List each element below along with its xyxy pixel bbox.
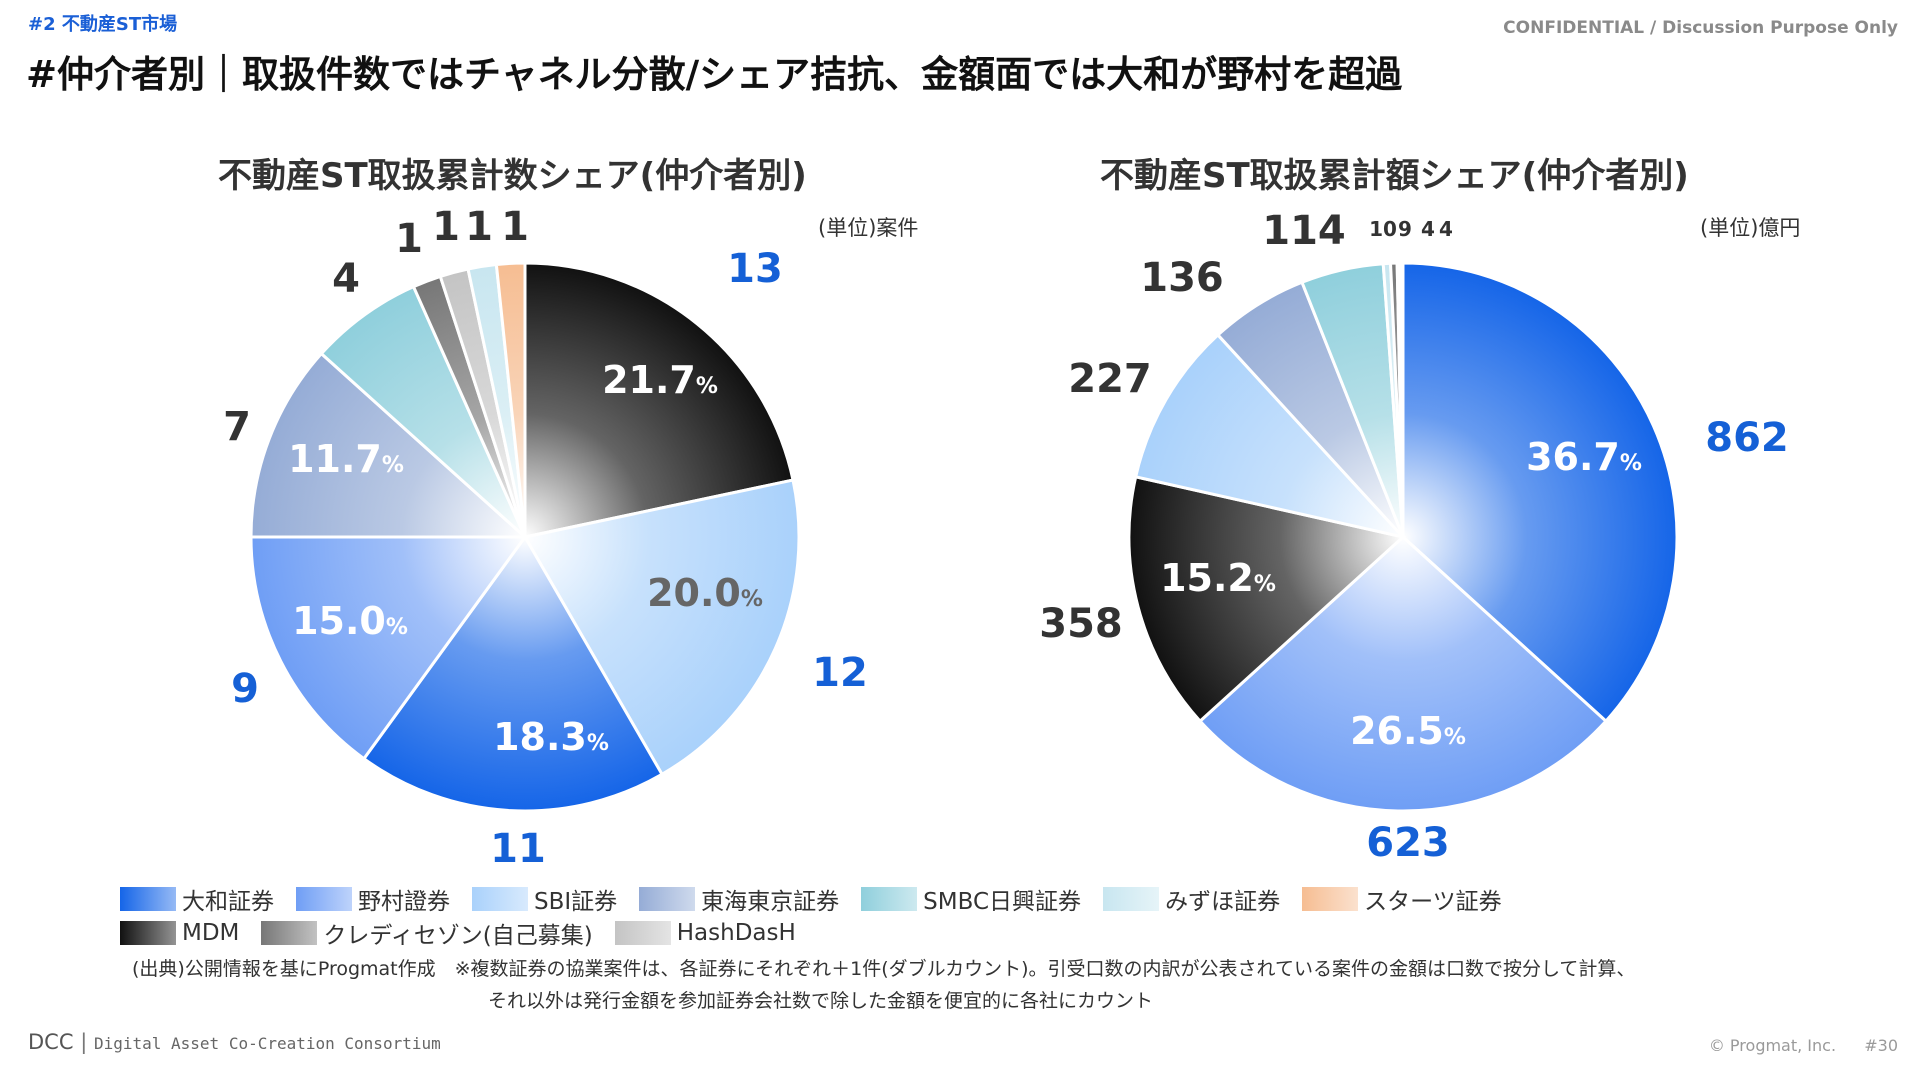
legend-row-2: MDM クレディセゾン(自己募集) HashDasH bbox=[120, 916, 1680, 950]
chart-title-amount: 不動産ST取扱累計額シェア(仲介者別) bbox=[1100, 156, 1689, 196]
legend-swatch bbox=[120, 887, 176, 911]
legend-swatch bbox=[120, 921, 176, 945]
page-title: #仲介者別｜取扱件数ではチャネル分散/シェア拮抗、金額面では大和が野村を超過 bbox=[26, 53, 1403, 96]
legend-item: SBI証券 bbox=[472, 882, 617, 916]
legend-row-1: 大和証券 野村證券 SBI証券 東海東京証券 SMBC日興証券 みずほ証券 スターツ証券 bbox=[120, 882, 1680, 916]
legend-item: SMBC日興証券 bbox=[861, 882, 1081, 916]
legend-label: SMBC日興証券 bbox=[923, 889, 1082, 915]
legend-swatch bbox=[614, 921, 671, 945]
value-label: 10 bbox=[1369, 217, 1397, 241]
value-label: 13 bbox=[727, 246, 783, 292]
value-label: 7 bbox=[223, 404, 251, 450]
legend-swatch bbox=[861, 887, 918, 911]
legend-swatch bbox=[1302, 887, 1359, 911]
value-label: 9 bbox=[231, 666, 259, 712]
legend-label: クレディセゾン(自己募集) bbox=[323, 923, 593, 949]
value-label: 1 bbox=[501, 204, 529, 250]
chart-title-count: 不動産ST取扱累計数シェア(仲介者別) bbox=[218, 156, 807, 196]
value-label: 11 bbox=[490, 826, 546, 872]
legend-label: 東海東京証券 bbox=[701, 889, 840, 915]
pie-slice bbox=[319, 284, 527, 539]
legend-label: 大和証券 bbox=[182, 889, 274, 915]
legend-label: みずほ証券 bbox=[1165, 889, 1281, 915]
legend-label: SBI証券 bbox=[534, 889, 618, 915]
pie-slice bbox=[361, 534, 665, 813]
legend-swatch bbox=[472, 887, 528, 911]
pie-slice bbox=[523, 261, 795, 539]
value-label: 862 bbox=[1705, 415, 1789, 461]
legend: 大和証券 野村證券 SBI証券 東海東京証券 SMBC日興証券 みずほ証券 スターツ証券 M… bbox=[120, 882, 1680, 950]
legend-item: HashDasH bbox=[614, 920, 796, 946]
legend-swatch bbox=[261, 921, 318, 945]
legend-label: HashDasH bbox=[676, 920, 796, 946]
footer-copyright: © Progmat, Inc. bbox=[1708, 1036, 1837, 1055]
legend-item: MDM bbox=[120, 920, 239, 946]
pie-slice bbox=[522, 478, 801, 777]
legend-item: スターツ証券 bbox=[1302, 882, 1502, 916]
value-label: 4 bbox=[332, 256, 360, 302]
value-label: 1 bbox=[465, 204, 493, 250]
value-label: 1 bbox=[432, 204, 460, 250]
pie-slice bbox=[1127, 475, 1407, 724]
legend-label: スターツ証券 bbox=[1364, 889, 1502, 915]
legend-item: 東海東京証券 bbox=[639, 882, 839, 916]
pie-slice bbox=[1401, 261, 1679, 724]
legend-item: クレディセゾン(自己募集) bbox=[261, 916, 593, 950]
pie-slice bbox=[1133, 332, 1408, 540]
legend-swatch bbox=[1103, 887, 1160, 911]
value-label: 4 bbox=[1439, 217, 1453, 241]
legend-item: みずほ証券 bbox=[1103, 882, 1280, 916]
pie-slice bbox=[1398, 261, 1405, 538]
footer-logo-subtitle: Digital Asset Co-Creation Consortium bbox=[93, 1034, 441, 1053]
legend-item: 野村證券 bbox=[296, 882, 450, 916]
pie-slice bbox=[249, 351, 529, 539]
pie-slice bbox=[494, 261, 527, 538]
legend-swatch bbox=[639, 887, 696, 911]
footer-page-number: #30 bbox=[1864, 1036, 1898, 1055]
value-label: 227 bbox=[1068, 356, 1152, 402]
footer-logo: DCC | Digital Asset Co-Creation Consorti… bbox=[28, 1030, 441, 1054]
value-label: 1 bbox=[395, 216, 423, 262]
section-tag: #2 不動産ST市場 bbox=[28, 14, 178, 35]
value-label: 136 bbox=[1140, 255, 1224, 301]
legend-label: MDM bbox=[182, 920, 240, 946]
pie-slice bbox=[1197, 534, 1609, 813]
source-note-line1: (出典)公開情報を基にProgmat作成 ※複数証券の協業案件は、各証券にそれぞ… bbox=[132, 958, 1636, 980]
footer-right: © Progmat, Inc. #30 bbox=[1709, 1036, 1898, 1055]
footer-logo-mark: DCC bbox=[28, 1030, 74, 1054]
source-note-line2: それ以外は発行金額を参加証券会社数で除した金額を便宜的に各社にカウント bbox=[488, 990, 1154, 1012]
unit-label-count: (単位)案件 bbox=[818, 216, 919, 240]
value-label: 4 bbox=[1421, 217, 1435, 241]
value-label: 623 bbox=[1366, 820, 1450, 866]
unit-label-amount: (単位)億円 bbox=[1700, 216, 1801, 240]
pie-slice bbox=[249, 535, 528, 761]
legend-item: 大和証券 bbox=[120, 882, 274, 916]
value-label: 12 bbox=[812, 650, 868, 696]
value-label: 358 bbox=[1039, 601, 1123, 647]
legend-swatch bbox=[296, 887, 352, 911]
value-label: 9 bbox=[1398, 217, 1412, 241]
legend-label: 野村證券 bbox=[358, 889, 450, 915]
confidential-label: CONFIDENTIAL / Discussion Purpose Only bbox=[1503, 18, 1898, 38]
value-label: 114 bbox=[1262, 208, 1346, 254]
